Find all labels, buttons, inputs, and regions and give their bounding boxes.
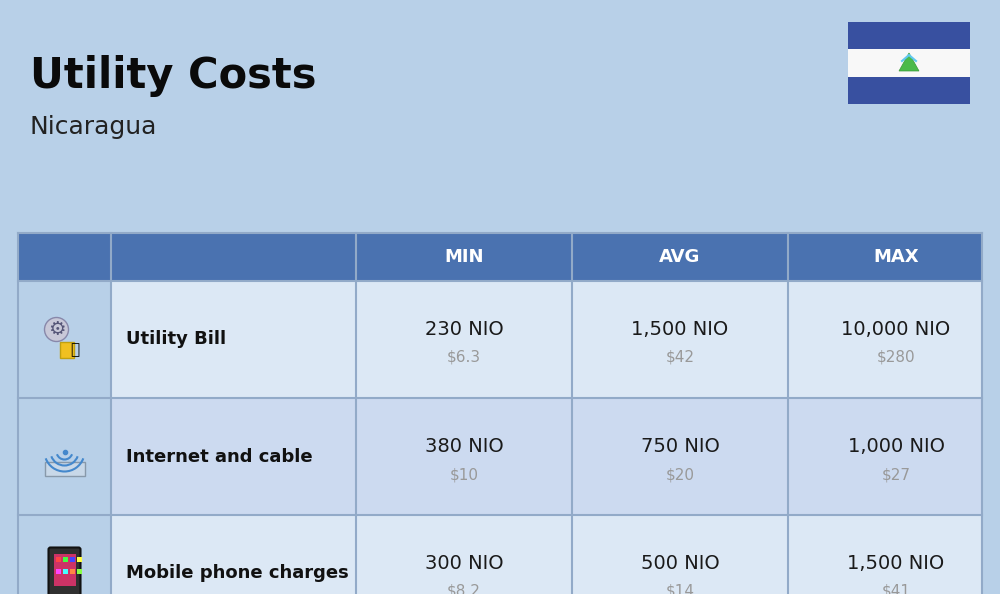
Text: 230 NIO: 230 NIO: [425, 320, 503, 339]
Bar: [18, 398, 111, 515]
Text: $14: $14: [666, 584, 694, 594]
Bar: [848, 22, 970, 49]
Bar: [44, 462, 84, 476]
Bar: [111, 515, 982, 594]
FancyBboxPatch shape: [48, 548, 80, 594]
Text: 1,500 NIO: 1,500 NIO: [847, 554, 945, 573]
Text: Internet and cable: Internet and cable: [126, 447, 313, 466]
Text: $10: $10: [450, 467, 479, 482]
Text: $6.3: $6.3: [447, 350, 481, 365]
Bar: [62, 568, 68, 573]
Bar: [76, 568, 82, 573]
Text: 500 NIO: 500 NIO: [641, 554, 719, 573]
Bar: [848, 77, 970, 104]
Text: $20: $20: [666, 467, 694, 482]
Text: 🔌: 🔌: [70, 342, 79, 357]
Text: 750 NIO: 750 NIO: [641, 437, 719, 456]
Text: ⚙: ⚙: [48, 320, 65, 339]
Polygon shape: [899, 53, 919, 71]
Text: 1,500 NIO: 1,500 NIO: [631, 320, 729, 339]
Bar: [54, 554, 76, 586]
Text: 1,000 NIO: 1,000 NIO: [848, 437, 944, 456]
Text: Utility Costs: Utility Costs: [30, 55, 316, 97]
Text: AVG: AVG: [659, 248, 701, 266]
Bar: [18, 281, 111, 398]
Text: $8.2: $8.2: [447, 584, 481, 594]
Bar: [70, 557, 74, 561]
Bar: [111, 281, 982, 398]
Bar: [70, 568, 74, 573]
Bar: [76, 557, 82, 561]
Bar: [18, 233, 982, 281]
Bar: [56, 557, 60, 561]
Text: MAX: MAX: [873, 248, 919, 266]
Bar: [111, 398, 982, 515]
Bar: [60, 342, 74, 358]
Bar: [56, 568, 60, 573]
Text: Utility Bill: Utility Bill: [126, 330, 226, 349]
Bar: [848, 49, 970, 77]
Text: $27: $27: [882, 467, 910, 482]
Text: Mobile phone charges: Mobile phone charges: [126, 564, 349, 583]
Text: 380 NIO: 380 NIO: [425, 437, 503, 456]
Circle shape: [44, 318, 68, 342]
Bar: [62, 557, 68, 561]
Text: Nicaragua: Nicaragua: [30, 115, 157, 139]
Text: 10,000 NIO: 10,000 NIO: [841, 320, 951, 339]
Text: $280: $280: [877, 350, 915, 365]
Text: $42: $42: [666, 350, 694, 365]
Text: 300 NIO: 300 NIO: [425, 554, 503, 573]
Text: $41: $41: [882, 584, 910, 594]
Text: MIN: MIN: [444, 248, 484, 266]
Bar: [18, 515, 111, 594]
